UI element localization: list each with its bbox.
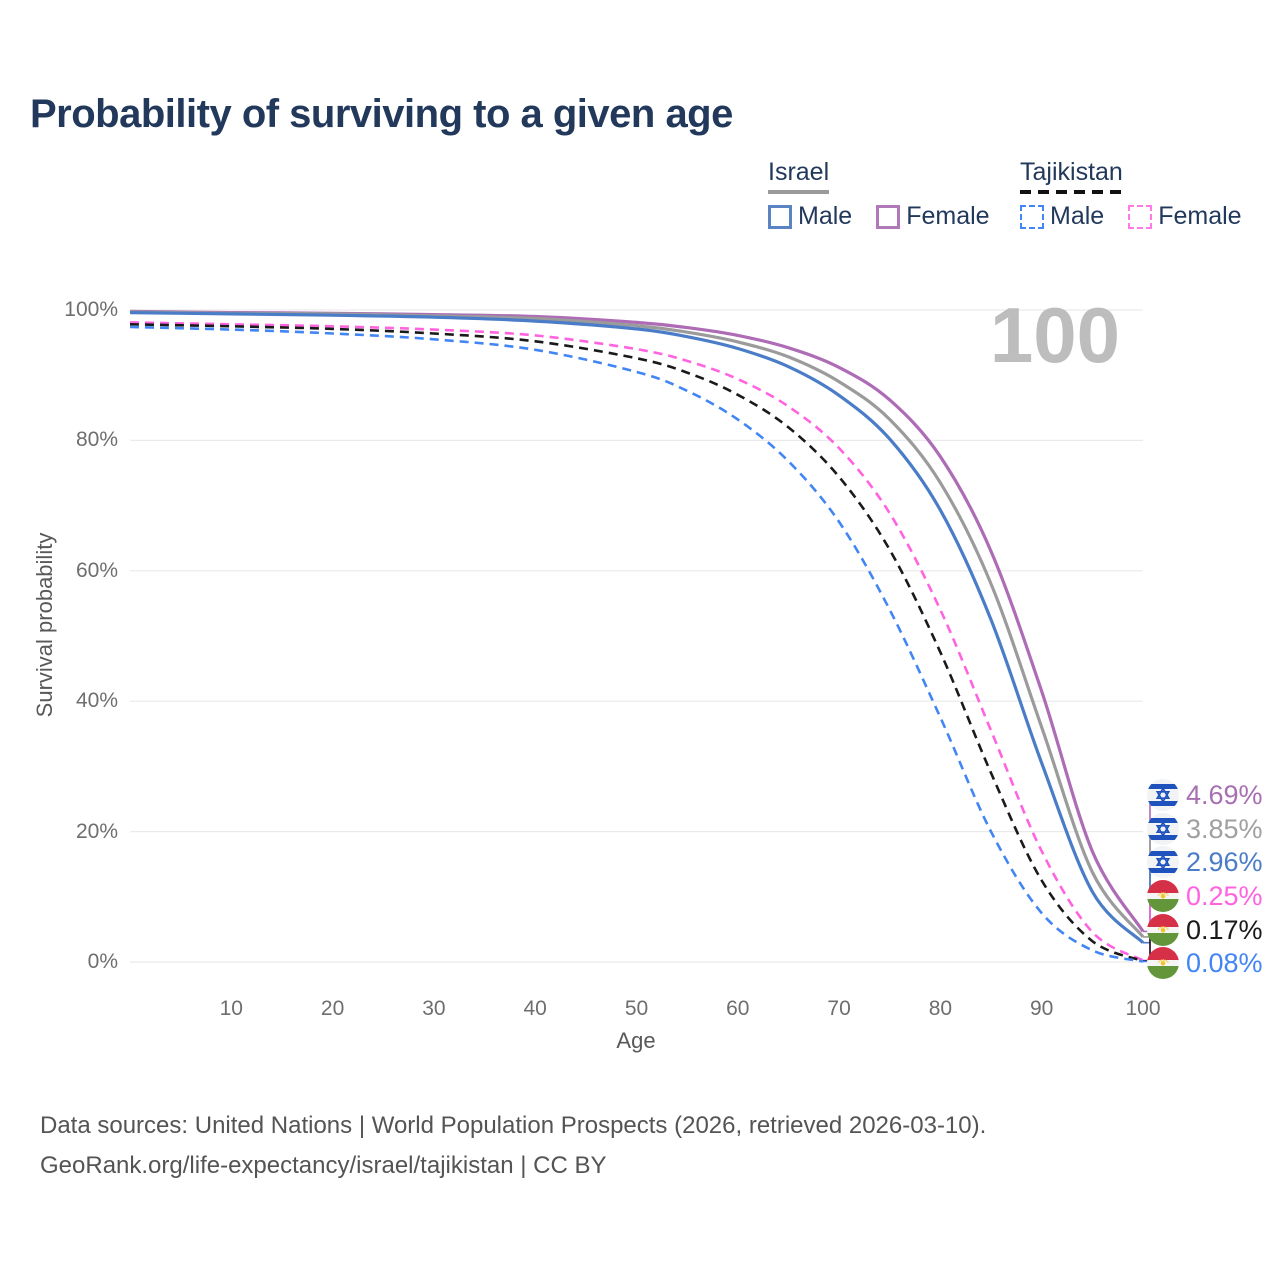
- end-value-israel-female: 4.69%: [1186, 779, 1263, 810]
- legend-tajikistan-label: Tajikistan: [1020, 158, 1123, 186]
- y-tick-label-20%: 20%: [75, 819, 118, 843]
- tajikistan-flag-icon: [1147, 914, 1179, 946]
- series-line-israel-male[interactable]: [129, 311, 1145, 944]
- x-tick-label-80: 80: [928, 997, 953, 1020]
- legend-item-israel-female[interactable]: Female: [876, 202, 990, 231]
- x-tick-label-100: 100: [1125, 997, 1161, 1020]
- end-value-israel-both-sexes: 3.85%: [1186, 813, 1263, 844]
- end-label-israel-female: 4.69%: [1147, 778, 1263, 812]
- end-label-tajikistan-male: 0.08%: [1147, 946, 1263, 980]
- y-tick-label-60%: 60%: [75, 558, 118, 582]
- footer: Data sources: United Nations | World Pop…: [40, 1106, 986, 1186]
- x-tick-label-20: 20: [320, 997, 345, 1020]
- y-axis-title: Survival probability: [32, 532, 57, 718]
- series-line-tajikistan-both-sexes[interactable]: [129, 323, 1144, 963]
- end-label-israel-male: 2.96%: [1147, 845, 1263, 879]
- legend-tajikistan-male-label: Male: [1050, 202, 1105, 230]
- end-label-israel-both-sexes: 3.85%: [1147, 812, 1263, 846]
- y-tick-label-0%: 0%: [87, 950, 118, 973]
- legend-group-tajikistan: Tajikistan Male Female: [1020, 158, 1242, 231]
- y-tick-label-40%: 40%: [75, 689, 118, 713]
- legend-group-israel: Israel Male Female: [768, 158, 990, 231]
- x-tick-label-10: 10: [219, 997, 243, 1020]
- tajikistan-female-swatch-icon: [1128, 204, 1153, 229]
- x-tick-label-40: 40: [523, 997, 547, 1020]
- x-tick-label-90: 90: [1030, 997, 1054, 1020]
- x-tick-label-70: 70: [827, 997, 851, 1020]
- x-axis-title: Age: [616, 1028, 656, 1053]
- y-tick-label-80%: 80%: [75, 428, 118, 452]
- x-tick-label-50: 50: [624, 997, 649, 1020]
- y-tick-label-100%: 100%: [64, 298, 118, 321]
- footer-data-sources: Data sources: United Nations | World Pop…: [40, 1112, 987, 1139]
- legend-tajikistan-female-label: Female: [1158, 202, 1242, 230]
- legend-country-tajikistan: Tajikistan: [1020, 158, 1123, 194]
- end-value-israel-male: 2.96%: [1186, 846, 1263, 877]
- israel-solid-line-sample: [768, 190, 830, 194]
- end-value-tajikistan-male: 0.08%: [1186, 947, 1263, 978]
- legend-country-israel: Israel: [768, 158, 830, 194]
- legend-israel-male-label: Male: [798, 202, 853, 230]
- age-counter-watermark: 100: [989, 291, 1120, 379]
- israel-female-swatch-icon: [876, 204, 901, 229]
- x-tick-label-60: 60: [726, 997, 750, 1020]
- tajikistan-male-swatch-icon: [1020, 204, 1044, 229]
- end-label-tajikistan-both-sexes: 0.17%: [1147, 913, 1263, 947]
- tajikistan-dashed-line-sample: [1020, 190, 1123, 194]
- series-line-tajikistan-male[interactable]: [129, 325, 1144, 963]
- israel-male-swatch-icon: [768, 204, 792, 229]
- tajikistan-flag-icon: [1147, 880, 1179, 912]
- end-value-tajikistan-both-sexes: 0.17%: [1186, 914, 1263, 945]
- legend-israel-female-label: Female: [906, 202, 990, 230]
- legend-item-tajikistan-male[interactable]: Male: [1020, 202, 1104, 231]
- x-tick-label-30: 30: [422, 997, 446, 1020]
- series-line-tajikistan-female[interactable]: [129, 321, 1144, 962]
- tajikistan-flag-icon: [1147, 947, 1179, 979]
- page-title: Probability of surviving to a given age: [30, 92, 733, 136]
- legend-item-tajikistan-female[interactable]: Female: [1128, 202, 1242, 231]
- israel-flag-icon: [1147, 846, 1179, 878]
- israel-flag-icon: [1147, 813, 1179, 845]
- end-label-tajikistan-female: 0.25%: [1147, 879, 1263, 913]
- footer-attribution: GeoRank.org/life-expectancy/israel/tajik…: [40, 1152, 607, 1179]
- series-line-israel-both-sexes[interactable]: [129, 310, 1145, 938]
- legend-item-israel-male[interactable]: Male: [768, 202, 852, 231]
- legend-israel-label: Israel: [768, 158, 830, 186]
- israel-flag-icon: [1147, 779, 1179, 811]
- end-value-tajikistan-female: 0.25%: [1186, 880, 1263, 911]
